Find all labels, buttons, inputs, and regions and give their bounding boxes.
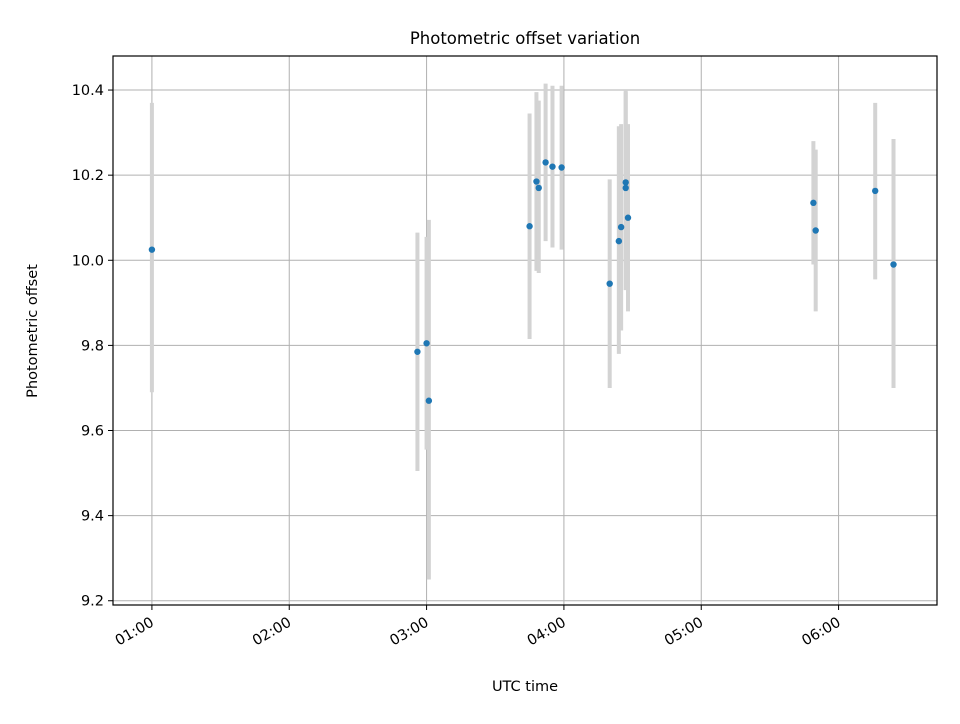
data-point xyxy=(526,223,533,230)
y-tick-label: 9.4 xyxy=(81,509,104,525)
data-points xyxy=(148,159,897,404)
plot-area xyxy=(113,56,937,605)
y-tick-label: 9.8 xyxy=(81,338,104,354)
data-point xyxy=(542,159,549,166)
data-point xyxy=(617,223,625,231)
y-axis-ticks: 9.2 9.4 9.6 9.8 10.0 10.2 10.4 xyxy=(72,83,113,610)
x-axis-label: UTC time xyxy=(492,679,558,695)
chart-title: Photometric offset variation xyxy=(410,29,640,48)
data-point xyxy=(812,227,819,234)
plot-frame xyxy=(112,55,938,606)
y-tick-label: 10.2 xyxy=(72,168,104,184)
data-point xyxy=(890,261,897,268)
data-point xyxy=(148,246,156,253)
data-point xyxy=(549,163,556,170)
y-tick-label: 10.4 xyxy=(72,83,104,99)
data-point xyxy=(615,237,623,245)
data-point xyxy=(533,178,540,185)
y-tick-label: 9.6 xyxy=(81,424,104,440)
y-tick-label: 9.2 xyxy=(81,594,104,610)
y-tick-label: 10.0 xyxy=(72,253,104,269)
data-point xyxy=(606,280,613,287)
data-point xyxy=(558,164,565,171)
y-axis-label: Photometric offset xyxy=(25,264,41,398)
data-point xyxy=(810,199,817,207)
data-point xyxy=(425,397,433,404)
data-point xyxy=(423,340,430,347)
data-point xyxy=(872,187,879,195)
data-point xyxy=(535,184,542,192)
data-point xyxy=(622,179,629,186)
data-point xyxy=(414,348,421,355)
data-point xyxy=(624,214,632,221)
data-point xyxy=(622,184,629,192)
